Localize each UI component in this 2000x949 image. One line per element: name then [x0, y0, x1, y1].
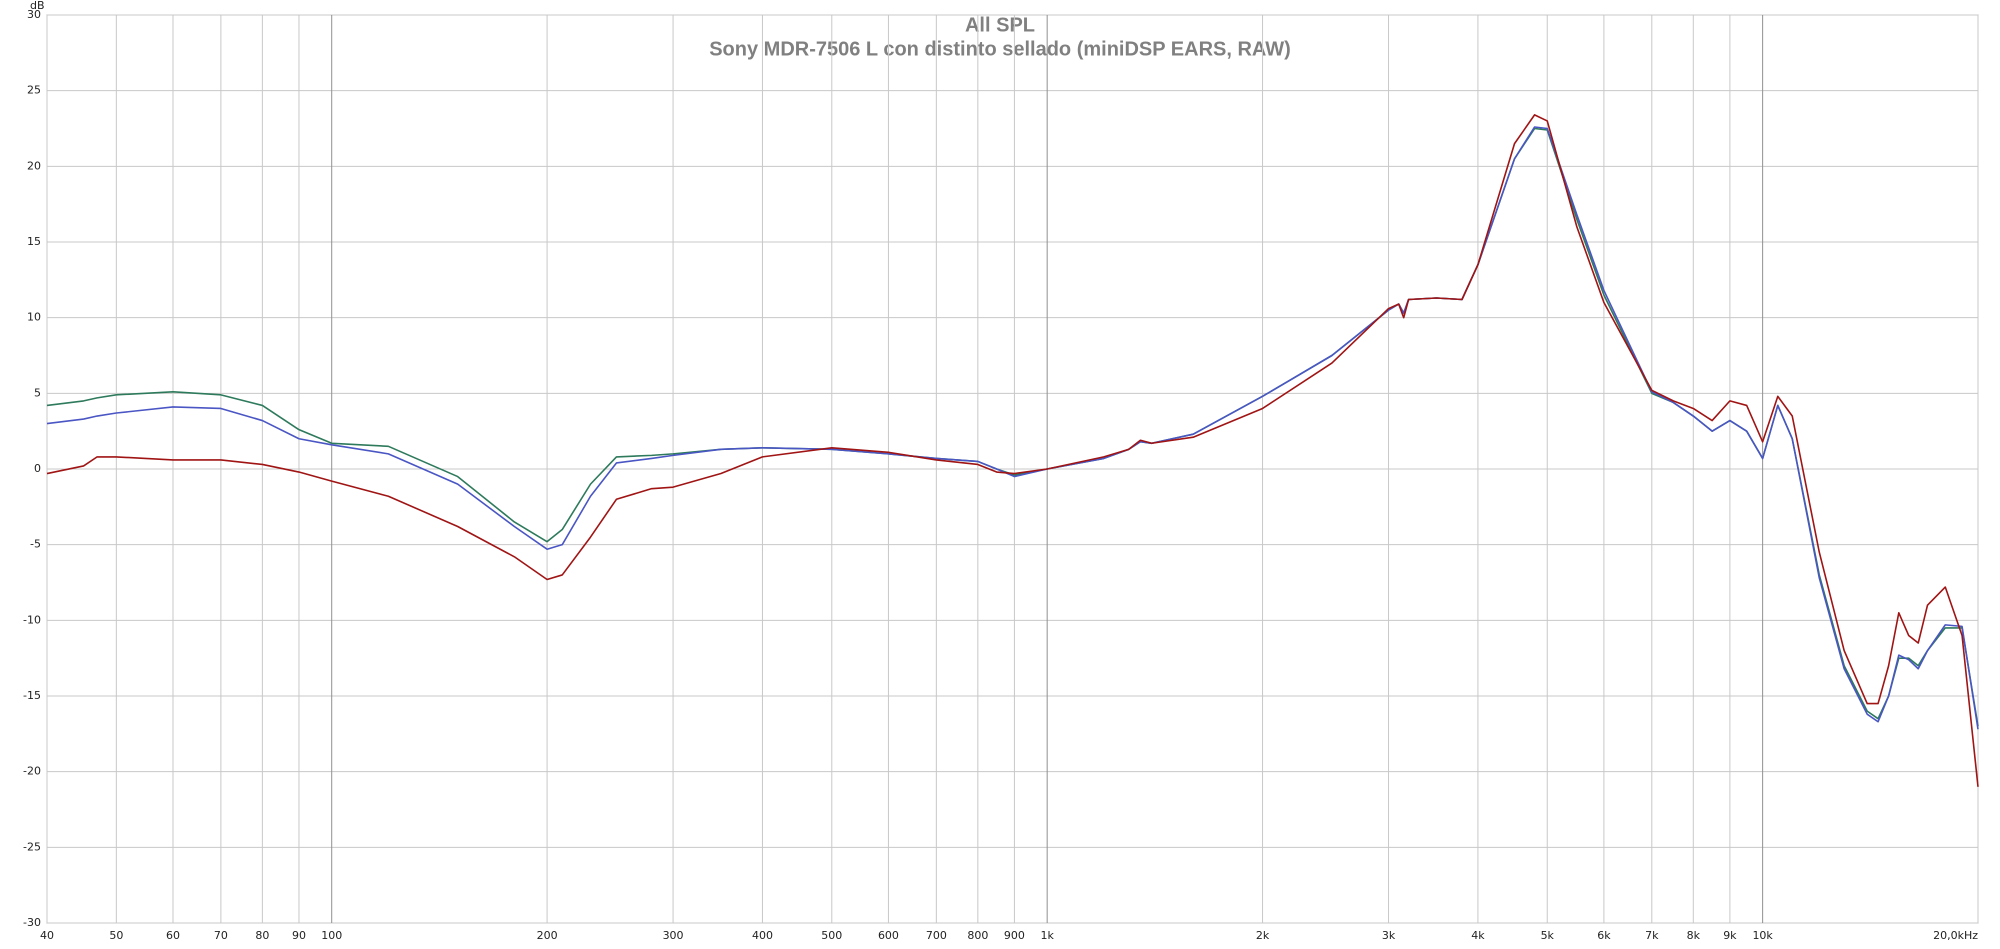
series-line	[46, 114, 1979, 787]
x-tick-label: 60	[166, 929, 180, 942]
y-tick-label: 5	[34, 386, 41, 399]
x-tick-label: 400	[752, 929, 773, 942]
x-tick-label: 700	[926, 929, 947, 942]
x-tick-label: 2k	[1256, 929, 1270, 942]
x-tick-label: 50	[109, 929, 123, 942]
y-tick-label: 20	[27, 159, 41, 172]
y-tick-label: 10	[27, 311, 41, 324]
chart-title: All SPL	[965, 14, 1035, 36]
y-tick-label: -5	[30, 538, 41, 551]
y-tick-label: -10	[23, 613, 41, 626]
x-tick-label: 200	[537, 929, 558, 942]
x-tick-label: 1k	[1040, 929, 1054, 942]
x-tick-label: 900	[1004, 929, 1025, 942]
x-tick-label: 80	[255, 929, 269, 942]
y-tick-label: -25	[23, 840, 41, 853]
x-tick-label: 7k	[1645, 929, 1659, 942]
x-tick-label: 6k	[1597, 929, 1611, 942]
x-tick-label: 20,0kHz	[1933, 929, 1978, 942]
series-line	[46, 126, 1979, 730]
y-tick-label: 15	[27, 235, 41, 248]
x-tick-label: 4k	[1471, 929, 1485, 942]
x-tick-label: 500	[821, 929, 842, 942]
x-tick-label: 300	[663, 929, 684, 942]
x-tick-label: 10k	[1752, 929, 1773, 942]
y-tick-label: -15	[23, 689, 41, 702]
y-tick-label: 30	[27, 8, 41, 21]
y-tick-label: -20	[23, 765, 41, 778]
chart-subtitle: Sony MDR-7506 L con distinto sellado (mi…	[709, 38, 1291, 60]
x-tick-label: 9k	[1723, 929, 1737, 942]
y-tick-label: -30	[23, 916, 41, 929]
x-tick-label: 800	[967, 929, 988, 942]
x-tick-label: 8k	[1687, 929, 1701, 942]
x-tick-label: 5k	[1541, 929, 1555, 942]
x-tick-label: 70	[214, 929, 228, 942]
y-tick-label: 0	[34, 462, 41, 475]
x-tick-label: 600	[878, 929, 899, 942]
x-tick-label: 100	[321, 929, 342, 942]
x-tick-label: 40	[40, 929, 54, 942]
x-tick-label: 3k	[1382, 929, 1396, 942]
x-tick-label: 90	[292, 929, 306, 942]
y-axis-label: dB	[30, 0, 45, 12]
y-tick-label: 25	[27, 84, 41, 97]
